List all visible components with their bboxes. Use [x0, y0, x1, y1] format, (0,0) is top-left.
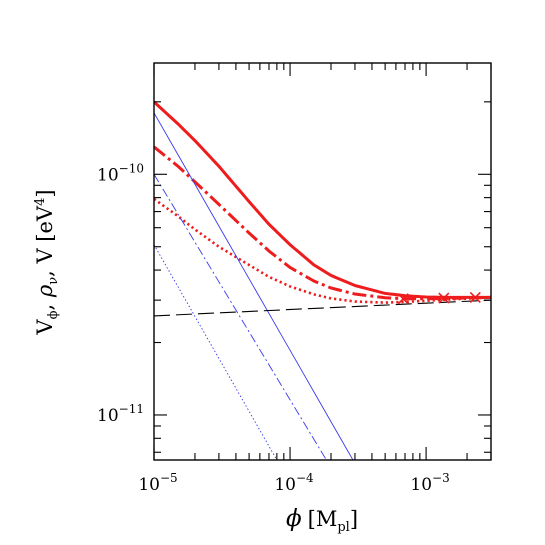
plot-frame	[153, 62, 492, 461]
y-axis-label: Vϕ, ρν, V [eV4]	[33, 189, 61, 335]
x-axis-label: ϕ [Mpl]	[286, 506, 358, 535]
series-line-thick-solid	[154, 100, 491, 299]
series-layer	[154, 100, 491, 460]
series-line-thin-dashdot	[154, 174, 327, 460]
x-tick-label: 10−4	[274, 471, 314, 495]
x-marker	[438, 292, 450, 304]
series-line-long-dashed	[154, 299, 491, 317]
x-marker	[469, 291, 481, 303]
y-tick-label: 10−11	[97, 402, 144, 426]
x-marker	[397, 293, 409, 305]
tick-layer	[153, 63, 492, 460]
series-line-thin-dotted	[154, 244, 278, 460]
x-tick-label: 10−5	[138, 471, 177, 495]
tick-label-layer: 10−5 10−4 10−3 10−10 10−11	[97, 161, 450, 495]
x-tick-label: 10−3	[410, 471, 449, 495]
series-line-thick-dotted	[154, 197, 491, 304]
series-line-thin-solid	[154, 112, 354, 460]
series-line-thick-dashdot	[154, 145, 491, 301]
y-tick-label: 10−10	[97, 161, 144, 185]
marker-layer	[397, 291, 481, 305]
